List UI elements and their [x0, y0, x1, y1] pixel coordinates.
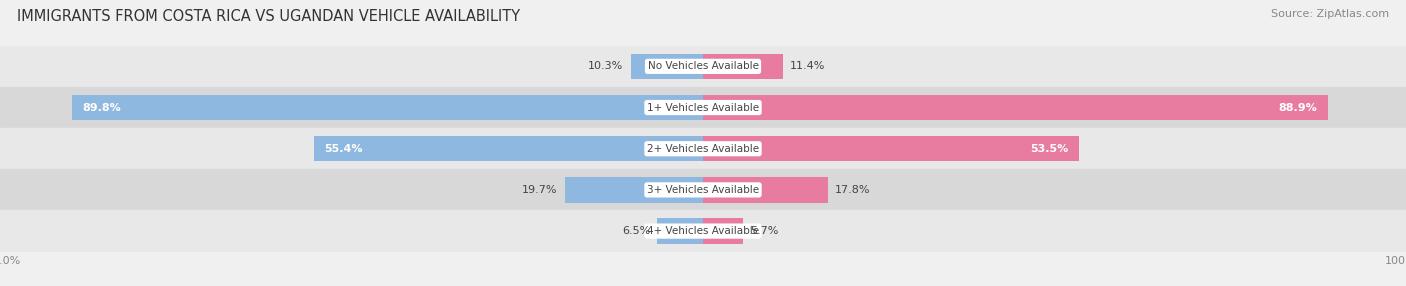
- Bar: [72, 95, 703, 120]
- Bar: [0, 169, 1406, 210]
- Bar: [0, 210, 1406, 252]
- Text: 53.5%: 53.5%: [1031, 144, 1069, 154]
- Bar: [657, 218, 703, 244]
- Text: 17.8%: 17.8%: [835, 185, 870, 195]
- Bar: [703, 53, 783, 79]
- Bar: [0, 87, 1406, 128]
- Bar: [703, 95, 1329, 120]
- Bar: [314, 136, 703, 162]
- Bar: [565, 177, 703, 203]
- Bar: [0, 46, 1406, 87]
- Text: 1+ Vehicles Available: 1+ Vehicles Available: [647, 103, 759, 112]
- Text: 19.7%: 19.7%: [522, 185, 558, 195]
- Text: 4+ Vehicles Available: 4+ Vehicles Available: [647, 226, 759, 236]
- Text: 88.9%: 88.9%: [1278, 103, 1317, 112]
- Text: 10.3%: 10.3%: [588, 61, 624, 71]
- Bar: [630, 53, 703, 79]
- Text: 55.4%: 55.4%: [323, 144, 363, 154]
- Text: 11.4%: 11.4%: [790, 61, 825, 71]
- Bar: [703, 218, 744, 244]
- Bar: [703, 177, 828, 203]
- Text: Source: ZipAtlas.com: Source: ZipAtlas.com: [1271, 9, 1389, 19]
- Text: 89.8%: 89.8%: [82, 103, 121, 112]
- Text: 5.7%: 5.7%: [751, 226, 779, 236]
- Text: 6.5%: 6.5%: [621, 226, 650, 236]
- Text: IMMIGRANTS FROM COSTA RICA VS UGANDAN VEHICLE AVAILABILITY: IMMIGRANTS FROM COSTA RICA VS UGANDAN VE…: [17, 9, 520, 23]
- Text: 3+ Vehicles Available: 3+ Vehicles Available: [647, 185, 759, 195]
- Text: No Vehicles Available: No Vehicles Available: [648, 61, 758, 71]
- Bar: [703, 136, 1080, 162]
- Bar: [0, 128, 1406, 169]
- Text: 2+ Vehicles Available: 2+ Vehicles Available: [647, 144, 759, 154]
